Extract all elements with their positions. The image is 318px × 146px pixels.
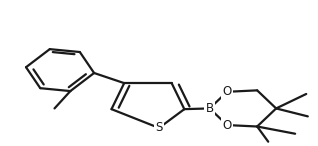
Text: O: O bbox=[223, 119, 232, 132]
Text: S: S bbox=[155, 121, 163, 134]
Text: B: B bbox=[206, 102, 214, 115]
Text: O: O bbox=[223, 85, 232, 98]
